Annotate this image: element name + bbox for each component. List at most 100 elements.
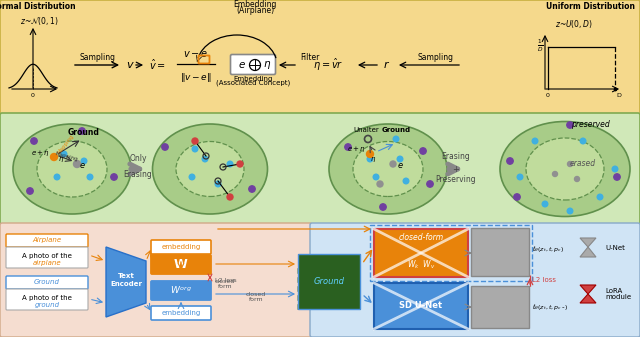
Text: LoRA: LoRA bbox=[605, 288, 622, 294]
Circle shape bbox=[397, 156, 403, 162]
Text: preserved: preserved bbox=[571, 120, 609, 129]
Circle shape bbox=[227, 194, 233, 200]
FancyBboxPatch shape bbox=[151, 306, 211, 320]
Ellipse shape bbox=[176, 142, 244, 196]
Text: $\hat{v}=$: $\hat{v}=$ bbox=[149, 58, 166, 72]
Text: closed-form: closed-form bbox=[399, 233, 444, 242]
Circle shape bbox=[380, 204, 386, 210]
Circle shape bbox=[250, 60, 260, 70]
FancyBboxPatch shape bbox=[6, 289, 88, 310]
Text: Embedding: Embedding bbox=[234, 0, 276, 9]
Text: $\|v - e\|$: $\|v - e\|$ bbox=[180, 71, 212, 84]
Polygon shape bbox=[580, 247, 596, 257]
Circle shape bbox=[403, 178, 409, 184]
Text: closed
form: closed form bbox=[215, 279, 235, 289]
Text: Airplane: Airplane bbox=[33, 237, 61, 243]
Text: Mapping: Mapping bbox=[57, 133, 76, 155]
Circle shape bbox=[367, 151, 374, 157]
Text: $v - e$: $v - e$ bbox=[183, 49, 209, 59]
Circle shape bbox=[227, 161, 233, 167]
Circle shape bbox=[597, 194, 603, 200]
Circle shape bbox=[367, 156, 372, 162]
Circle shape bbox=[373, 174, 379, 180]
Text: 0: 0 bbox=[546, 93, 550, 98]
Text: Filter: Filter bbox=[300, 53, 320, 62]
Polygon shape bbox=[580, 238, 596, 247]
Text: L2 loss: L2 loss bbox=[532, 277, 556, 283]
Circle shape bbox=[249, 186, 255, 192]
Circle shape bbox=[514, 194, 520, 200]
Circle shape bbox=[87, 174, 93, 180]
Polygon shape bbox=[580, 285, 596, 294]
FancyBboxPatch shape bbox=[310, 223, 640, 337]
Text: Erasing: Erasing bbox=[124, 170, 152, 179]
Text: erased: erased bbox=[570, 159, 596, 168]
Ellipse shape bbox=[500, 122, 630, 216]
Text: $r$: $r$ bbox=[383, 60, 390, 70]
Circle shape bbox=[567, 122, 573, 128]
Text: $W_k$  $W_v$: $W_k$ $W_v$ bbox=[407, 259, 435, 271]
Text: $e$: $e$ bbox=[397, 161, 404, 171]
Circle shape bbox=[575, 177, 579, 182]
Text: Text
Encoder: Text Encoder bbox=[110, 274, 142, 286]
Circle shape bbox=[552, 172, 557, 177]
Text: W: W bbox=[174, 257, 188, 271]
Ellipse shape bbox=[329, 124, 447, 214]
Circle shape bbox=[542, 201, 548, 207]
Text: ground: ground bbox=[35, 302, 60, 308]
Circle shape bbox=[162, 144, 168, 150]
Ellipse shape bbox=[37, 141, 107, 197]
Text: D: D bbox=[616, 93, 621, 98]
Text: $\eta = \hat{v}r$: $\eta = \hat{v}r$ bbox=[313, 57, 344, 73]
Text: $\eta$: $\eta$ bbox=[370, 154, 376, 163]
FancyBboxPatch shape bbox=[6, 234, 88, 247]
FancyBboxPatch shape bbox=[151, 240, 211, 254]
Circle shape bbox=[420, 148, 426, 154]
Text: Sampling: Sampling bbox=[417, 53, 453, 62]
Circle shape bbox=[532, 138, 538, 144]
FancyBboxPatch shape bbox=[471, 228, 529, 276]
FancyBboxPatch shape bbox=[0, 223, 312, 337]
Circle shape bbox=[51, 153, 58, 160]
Circle shape bbox=[79, 128, 85, 134]
Circle shape bbox=[507, 158, 513, 164]
FancyBboxPatch shape bbox=[298, 254, 360, 309]
Circle shape bbox=[215, 181, 221, 187]
Circle shape bbox=[31, 138, 37, 144]
FancyBboxPatch shape bbox=[6, 247, 88, 268]
Circle shape bbox=[81, 158, 87, 164]
Text: Ground: Ground bbox=[314, 276, 344, 285]
Text: Normal Distribution: Normal Distribution bbox=[0, 2, 76, 11]
Circle shape bbox=[237, 161, 243, 167]
Circle shape bbox=[377, 181, 383, 187]
Text: 0: 0 bbox=[31, 93, 35, 98]
Ellipse shape bbox=[13, 124, 131, 214]
Text: module: module bbox=[605, 294, 631, 300]
Text: $v$: $v$ bbox=[126, 60, 134, 70]
Text: embedding: embedding bbox=[161, 244, 200, 250]
Text: Erasing: Erasing bbox=[442, 152, 470, 161]
Text: $\eta$: $\eta$ bbox=[58, 154, 64, 163]
Text: L2 loss: L2 loss bbox=[215, 277, 237, 282]
Circle shape bbox=[580, 138, 586, 144]
Circle shape bbox=[189, 174, 195, 180]
Text: Uniform Distribution: Uniform Distribution bbox=[545, 2, 634, 11]
Circle shape bbox=[192, 138, 198, 144]
Text: $e+\eta$: $e+\eta$ bbox=[31, 148, 50, 158]
Text: Ground: Ground bbox=[381, 127, 411, 133]
Text: +: + bbox=[452, 164, 460, 174]
Text: airplane: airplane bbox=[33, 260, 61, 266]
Text: $e$: $e$ bbox=[238, 60, 246, 70]
Polygon shape bbox=[106, 247, 146, 317]
Ellipse shape bbox=[353, 142, 423, 196]
Polygon shape bbox=[374, 229, 468, 277]
FancyBboxPatch shape bbox=[6, 276, 88, 289]
Circle shape bbox=[517, 174, 523, 180]
Text: Unalter: Unalter bbox=[353, 127, 379, 133]
FancyBboxPatch shape bbox=[230, 55, 275, 74]
Text: SD U-Net: SD U-Net bbox=[399, 302, 443, 310]
Circle shape bbox=[612, 166, 618, 172]
Text: $\ell_\theta(z_t,t,p_c)$: $\ell_\theta(z_t,t,p_c)$ bbox=[532, 244, 564, 254]
FancyBboxPatch shape bbox=[151, 281, 211, 300]
Circle shape bbox=[111, 174, 117, 180]
